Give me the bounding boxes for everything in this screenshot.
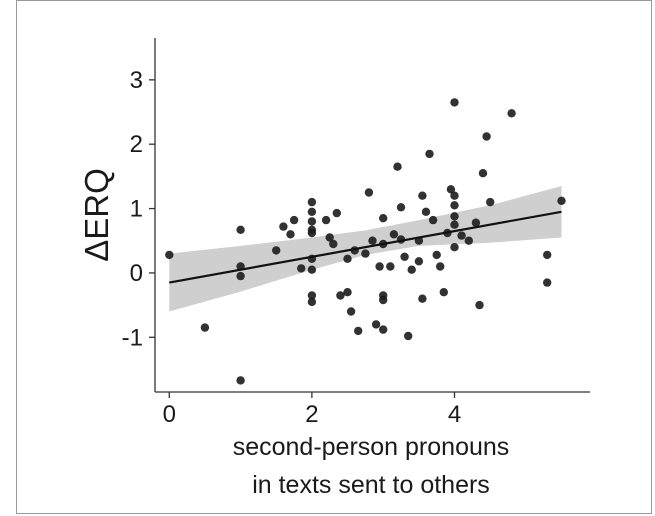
fit-line-layer xyxy=(169,210,562,284)
data-point xyxy=(379,214,388,223)
data-point xyxy=(364,188,374,197)
x-axis-title-line-2: in texts sent to others xyxy=(252,471,490,499)
data-point xyxy=(557,196,566,205)
data-point xyxy=(457,231,466,240)
data-point xyxy=(425,149,434,159)
data-point xyxy=(478,169,488,178)
ticks-layer: -1 0 1 2 3 0 2 4 xyxy=(122,67,462,428)
x-axis-title-line-1: second-person pronouns xyxy=(233,433,510,461)
y-tick-label: 0 xyxy=(130,260,143,287)
data-point xyxy=(297,264,306,273)
data-point xyxy=(307,291,317,300)
data-point xyxy=(379,295,388,305)
data-point xyxy=(396,203,406,212)
data-point xyxy=(450,243,459,252)
data-point xyxy=(236,376,245,385)
data-point xyxy=(307,207,317,216)
data-point xyxy=(200,323,210,332)
data-point xyxy=(307,265,317,274)
data-point xyxy=(450,201,459,210)
data-point xyxy=(507,109,516,118)
data-point xyxy=(450,191,459,200)
data-point xyxy=(439,288,448,297)
data-point xyxy=(307,297,317,307)
data-point xyxy=(343,254,352,263)
confidence-band xyxy=(169,186,562,312)
y-tick-label: 3 xyxy=(130,67,143,94)
data-point xyxy=(354,326,363,336)
data-point xyxy=(343,288,352,297)
data-point xyxy=(414,257,424,266)
data-point xyxy=(418,191,427,200)
data-point xyxy=(286,230,295,239)
data-point xyxy=(421,207,431,216)
y-tick-label: 1 xyxy=(130,196,143,223)
x-tick-label: 2 xyxy=(305,401,318,428)
data-point xyxy=(471,218,481,227)
data-point xyxy=(475,300,484,310)
data-point xyxy=(236,271,245,281)
data-point xyxy=(543,278,552,287)
data-point xyxy=(418,294,427,303)
data-point xyxy=(329,239,338,249)
data-point xyxy=(332,208,341,218)
data-point xyxy=(386,262,395,271)
data-point xyxy=(389,230,399,239)
data-point xyxy=(307,228,317,238)
data-point xyxy=(165,250,174,260)
data-point xyxy=(543,250,552,260)
data-point xyxy=(464,236,473,245)
data-point xyxy=(407,265,416,274)
data-point xyxy=(361,249,370,258)
data-point xyxy=(371,320,381,329)
data-point xyxy=(325,233,334,242)
data-point xyxy=(321,215,331,225)
data-point xyxy=(307,197,317,207)
confidence-band-layer xyxy=(169,186,562,312)
data-point xyxy=(486,197,495,207)
data-point xyxy=(428,215,438,225)
data-point xyxy=(450,98,459,107)
y-tick-label: -1 xyxy=(122,324,143,351)
data-point xyxy=(236,225,245,234)
data-point xyxy=(379,325,388,334)
data-point xyxy=(450,212,459,221)
data-point xyxy=(272,246,281,255)
data-point xyxy=(432,250,441,260)
fit-line xyxy=(169,210,562,284)
points-layer xyxy=(165,98,566,385)
data-point xyxy=(336,291,345,300)
data-point xyxy=(375,262,384,271)
data-point xyxy=(482,132,491,141)
data-point xyxy=(436,262,445,271)
y-axis-title: ΔERQ xyxy=(78,168,115,262)
y-tick-label: 2 xyxy=(130,131,143,158)
data-point xyxy=(346,307,356,316)
axes-layer xyxy=(154,38,590,393)
data-point xyxy=(393,162,402,171)
data-point xyxy=(404,331,413,341)
x-tick-label: 4 xyxy=(448,401,461,428)
data-point xyxy=(450,220,459,229)
data-point xyxy=(279,222,288,231)
data-point xyxy=(446,185,456,194)
data-point xyxy=(307,217,317,226)
data-point xyxy=(400,252,409,261)
data-point xyxy=(289,215,299,225)
x-tick-label: 0 xyxy=(163,401,176,428)
data-point xyxy=(368,236,377,245)
